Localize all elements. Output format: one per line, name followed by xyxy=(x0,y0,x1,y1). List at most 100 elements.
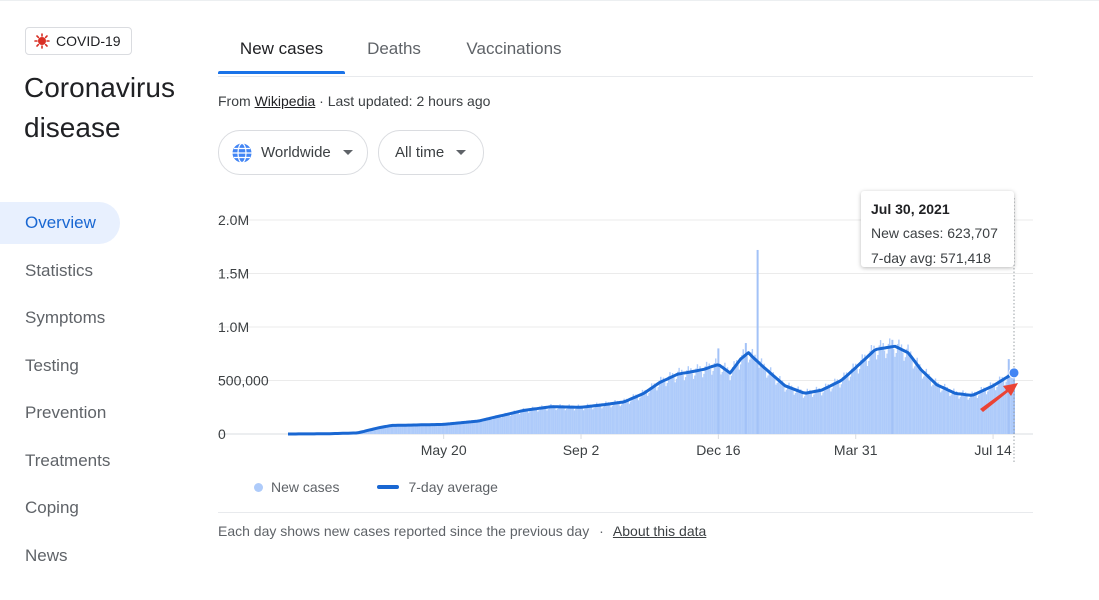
new-cases-bar xyxy=(598,403,601,434)
new-cases-bar xyxy=(682,375,684,434)
new-cases-bar xyxy=(389,425,391,434)
new-cases-bar xyxy=(872,350,874,434)
new-cases-bar xyxy=(722,365,725,434)
sidebar-item-symptoms[interactable]: Symptoms xyxy=(25,308,106,327)
new-cases-bar xyxy=(954,392,956,434)
sidebar-item-treatments[interactable]: Treatments xyxy=(25,450,111,470)
time-range-dropdown[interactable]: All time xyxy=(378,130,484,175)
new-cases-bar xyxy=(701,377,704,434)
sidebar-item-prevention[interactable]: Prevention xyxy=(25,403,107,422)
cases-chart[interactable]: 0 500,000 1.0M 1.5M 2.0M May 20 Sep 2 Dec 16 Mar… xyxy=(200,190,1040,470)
x-tick-label: Dec 16 xyxy=(696,442,741,458)
new-cases-bar xyxy=(947,391,950,434)
new-cases-bar xyxy=(560,406,563,434)
new-cases-bar xyxy=(775,384,777,434)
tab-deaths[interactable]: Deaths xyxy=(367,39,421,58)
new-cases-bar xyxy=(934,378,937,434)
new-cases-bar xyxy=(475,420,478,434)
new-cases-bar xyxy=(845,372,848,434)
new-cases-bar xyxy=(691,373,693,434)
new-cases-bar xyxy=(609,404,611,434)
new-cases-bar xyxy=(836,379,839,434)
new-cases-bar xyxy=(769,367,772,434)
new-cases-bar xyxy=(784,391,786,434)
new-cases-bar xyxy=(483,420,485,434)
sidebar-item-coping[interactable]: Coping xyxy=(25,498,79,517)
new-cases-bar xyxy=(373,429,376,434)
y-tick-label: 1.5M xyxy=(218,266,249,282)
tab-new-cases[interactable]: New cases xyxy=(239,39,324,58)
new-cases-bar xyxy=(980,386,982,434)
new-cases-bar xyxy=(705,361,708,434)
new-cases-bar xyxy=(533,408,535,434)
new-cases-bar xyxy=(915,360,917,434)
new-cases-bar xyxy=(615,402,618,434)
new-cases-bar xyxy=(479,419,481,434)
topic-chip[interactable]: COVID-19 xyxy=(25,27,132,55)
region-dropdown[interactable]: Worldwide xyxy=(218,130,368,175)
chart-legend: New cases 7-day average xyxy=(254,479,498,495)
new-cases-bar xyxy=(369,429,372,434)
new-cases-legend-label: New cases xyxy=(271,479,340,495)
new-cases-bar xyxy=(597,404,599,434)
new-cases-bar xyxy=(666,382,669,434)
new-cases-bar xyxy=(788,382,790,434)
tab-vaccinations[interactable]: Vaccinations xyxy=(466,39,562,58)
new-cases-bar xyxy=(661,380,663,434)
new-cases-bar xyxy=(505,414,508,434)
new-cases-bar xyxy=(760,358,763,434)
new-cases-bar xyxy=(959,396,962,434)
new-cases-bar xyxy=(518,414,521,434)
new-cases-bar xyxy=(563,407,565,434)
new-cases-bar xyxy=(393,425,395,434)
new-cases-bar xyxy=(669,372,671,434)
new-cases-bar xyxy=(568,404,570,434)
new-cases-bar xyxy=(946,387,948,434)
source-prefix: From xyxy=(218,93,255,109)
new-cases-bar xyxy=(614,400,616,434)
new-cases-bar xyxy=(700,371,703,434)
new-cases-bar xyxy=(546,410,548,434)
new-cases-spike-bar xyxy=(1013,367,1015,434)
wikipedia-link[interactable]: Wikipedia xyxy=(254,93,316,109)
new-cases-bar xyxy=(864,354,866,434)
sidebar-item-overview[interactable]: Overview xyxy=(0,202,120,244)
sidebar-item-news[interactable]: News xyxy=(25,545,68,565)
new-cases-bar xyxy=(424,424,427,434)
new-cases-bar xyxy=(456,423,458,434)
new-cases-bar xyxy=(644,389,646,434)
new-cases-bar xyxy=(992,382,994,434)
new-cases-bar xyxy=(940,392,942,434)
new-cases-bar xyxy=(425,425,428,434)
new-cases-spike-bar xyxy=(756,249,759,434)
new-cases-bar xyxy=(900,344,903,434)
about-data-link[interactable]: About this data xyxy=(612,523,707,539)
new-cases-bar xyxy=(928,373,930,434)
new-cases-bar xyxy=(950,394,952,434)
new-cases-bar xyxy=(493,416,496,434)
new-cases-bar xyxy=(681,369,683,434)
new-cases-bar xyxy=(520,412,522,434)
sidebar-item-statistics[interactable]: Statistics xyxy=(25,260,94,280)
new-cases-bar xyxy=(385,425,387,434)
new-cases-bar xyxy=(601,408,603,434)
new-cases-bar xyxy=(758,367,760,434)
new-cases-bar xyxy=(569,406,572,434)
chevron-down-icon xyxy=(342,150,353,155)
new-cases-bar xyxy=(920,371,922,434)
sidebar-nav: Overview Statistics Symptoms Testing Pre… xyxy=(0,202,200,582)
new-cases-bar xyxy=(1005,381,1007,434)
new-cases-bar xyxy=(865,360,867,434)
new-cases-bar xyxy=(967,399,969,434)
new-cases-bar xyxy=(649,387,652,434)
new-cases-bar xyxy=(555,410,557,434)
new-cases-bar xyxy=(966,395,968,434)
new-cases-bar xyxy=(599,405,602,434)
new-cases-bar xyxy=(826,386,828,434)
new-cases-bar xyxy=(721,371,723,434)
new-cases-bar xyxy=(800,389,802,434)
new-cases-bar xyxy=(750,352,752,434)
new-cases-bar xyxy=(580,405,582,434)
sidebar-item-testing[interactable]: Testing xyxy=(25,355,79,375)
new-cases-bar xyxy=(423,424,425,434)
